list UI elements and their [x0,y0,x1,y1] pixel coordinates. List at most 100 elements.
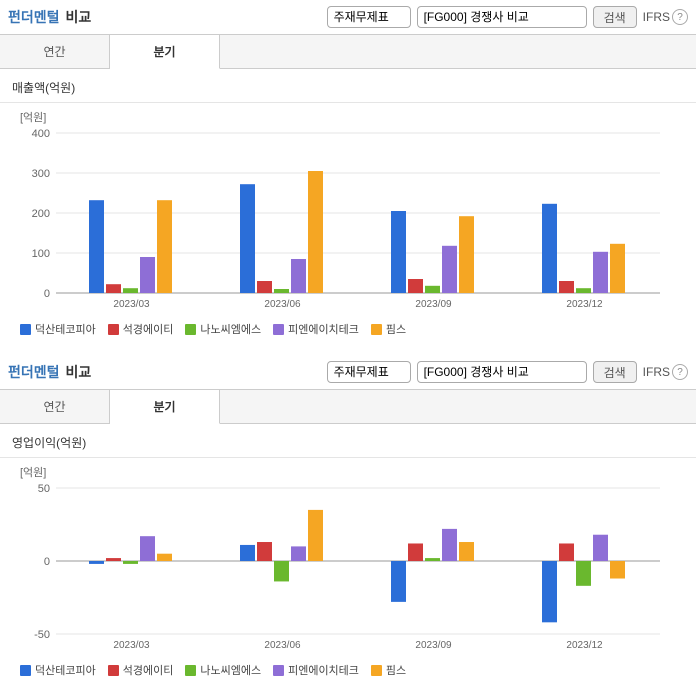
bar [391,561,406,602]
bar [576,561,591,586]
bar [542,561,557,622]
legend-item[interactable]: 나노씨엠에스 [185,662,261,678]
bar [106,558,121,561]
svg-text:200: 200 [32,208,50,220]
legend-label: 피엔에이치테크 [288,321,359,337]
bar [459,216,474,293]
bar [157,200,172,293]
header-row-2: 펀더멘털 비교 주재무제표 [FG000] 경쟁사 비교 검색 IFRS ? [0,355,696,389]
bar [123,288,138,293]
legend-swatch [20,324,31,335]
legend-swatch [273,665,284,676]
bar [106,284,121,293]
help-icon-2[interactable]: ? [672,364,688,380]
legend-label: 석경에이티 [123,321,174,337]
tab-quarter[interactable]: 분기 [110,35,220,69]
legend-label: 덕산테코피아 [35,321,96,337]
legend-swatch [108,665,119,676]
title-prefix: 펀더멘털 [8,7,60,27]
search-button[interactable]: 검색 [593,6,637,28]
bar [291,259,306,293]
ifrs-label: IFRS ? [643,9,688,25]
bar [274,561,289,581]
svg-text:2023/09: 2023/09 [415,299,452,310]
bar [610,244,625,293]
select-competitor[interactable]: [FG000] 경쟁사 비교 [417,6,587,28]
bar [610,561,625,579]
bar [157,554,172,561]
title-prefix-2: 펀더멘털 [8,362,60,382]
legend-swatch [20,665,31,676]
legend-swatch [185,665,196,676]
chart2-title: 영업이익(억원) [0,424,696,458]
select-statement-2[interactable]: 주재무제표 [327,361,411,383]
ifrs-label-2: IFRS ? [643,364,688,380]
legend-swatch [371,324,382,335]
bar [593,535,608,561]
legend-item[interactable]: 핌스 [371,662,406,678]
legend-item[interactable]: 피엔에이치테크 [273,662,359,678]
bar [593,252,608,293]
svg-text:100: 100 [32,248,50,260]
tab-annual[interactable]: 연간 [0,35,110,68]
legend-item[interactable]: 덕산테코피아 [20,321,96,337]
tab-row: 연간 분기 [0,34,696,69]
tab-row-2: 연간 분기 [0,389,696,424]
legend-item[interactable]: 피엔에이치테크 [273,321,359,337]
bar [89,561,104,564]
bar [308,171,323,293]
svg-text:2023/12: 2023/12 [566,299,603,310]
bar [425,286,440,293]
bar [559,543,574,561]
legend-item[interactable]: 석경에이티 [108,321,174,337]
search-button-2[interactable]: 검색 [593,361,637,383]
svg-text:400: 400 [32,128,50,140]
section-revenue: 펀더멘털 비교 주재무제표 [FG000] 경쟁사 비교 검색 IFRS ? 연… [0,0,696,351]
chart2-unit: [억원] [20,464,686,480]
bar [257,542,272,561]
bar [308,510,323,561]
svg-text:-50: -50 [34,629,50,641]
svg-text:50: 50 [38,483,50,495]
bar [274,289,289,293]
chart2-legend: 덕산테코피아 석경에이티 나노씨엠에스 피엔에이치테크 핌스 [10,658,686,686]
svg-text:2023/06: 2023/06 [264,299,301,310]
select-statement[interactable]: 주재무제표 [327,6,411,28]
tab-annual-2[interactable]: 연간 [0,390,110,423]
bar [559,281,574,293]
legend-item[interactable]: 덕산테코피아 [20,662,96,678]
svg-text:2023/03: 2023/03 [113,299,150,310]
bar [442,529,457,561]
chart2-area: [억원] -500502023/032023/062023/092023/12 … [0,458,696,692]
legend-label: 피엔에이치테크 [288,662,359,678]
title-suffix-2: 비교 [66,362,92,382]
help-icon[interactable]: ? [672,9,688,25]
legend-swatch [371,665,382,676]
bar [442,246,457,293]
legend-item[interactable]: 나노씨엠에스 [185,321,261,337]
bar [576,288,591,293]
legend-label: 덕산테코피아 [35,662,96,678]
chart1-legend: 덕산테코피아 석경에이티 나노씨엠에스 피엔에이치테크 핌스 [10,317,686,345]
bar [408,543,423,561]
legend-swatch [108,324,119,335]
chart1-title: 매출액(억원) [0,69,696,103]
tab-quarter-2[interactable]: 분기 [110,390,220,424]
bar [257,281,272,293]
select-competitor-2[interactable]: [FG000] 경쟁사 비교 [417,361,587,383]
legend-item[interactable]: 핌스 [371,321,406,337]
legend-label: 핌스 [386,321,406,337]
bar [425,558,440,561]
section-profit: 펀더멘털 비교 주재무제표 [FG000] 경쟁사 비교 검색 IFRS ? 연… [0,355,696,692]
chart1-svg: 01002003004002023/032023/062023/092023/1… [10,127,670,317]
legend-label: 핌스 [386,662,406,678]
svg-text:0: 0 [44,556,50,568]
legend-item[interactable]: 석경에이티 [108,662,174,678]
bar [89,200,104,293]
bar [408,279,423,293]
title-suffix: 비교 [66,7,92,27]
legend-label: 석경에이티 [123,662,174,678]
svg-text:300: 300 [32,168,50,180]
bar [140,536,155,561]
bar [542,204,557,293]
